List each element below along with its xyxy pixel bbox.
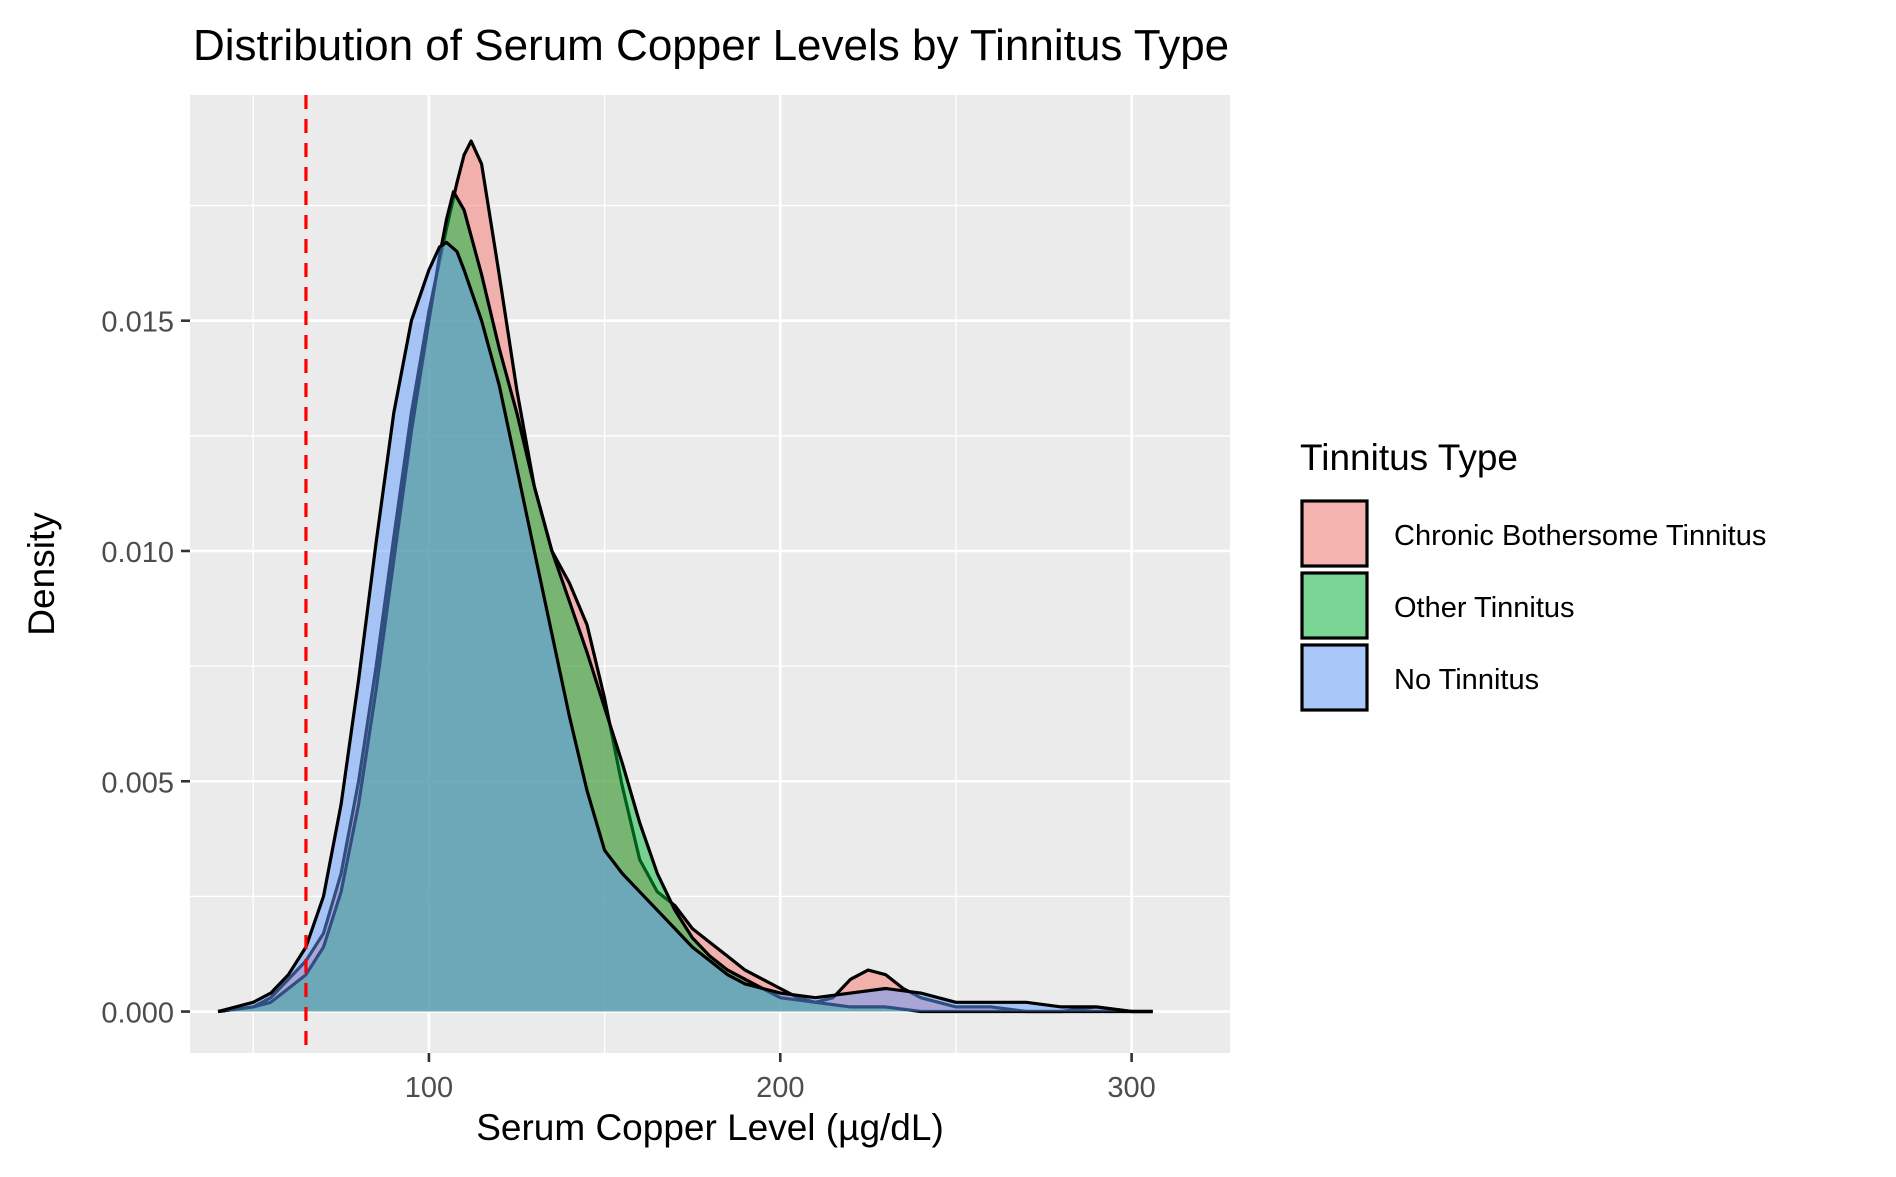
legend-item-label: Chronic Bothersome Tinnitus [1394, 520, 1766, 552]
legend-key-swatch [1300, 499, 1369, 568]
y-tick-label: 0.015 [101, 307, 174, 339]
y-axis: 0.000 0.005 0.010 0.015 [101, 307, 190, 1030]
x-tick-label: 100 [405, 1072, 453, 1104]
y-axis-title: Density [21, 512, 62, 636]
legend-items: Chronic Bothersome Tinnitus Other Tinnitu… [1300, 499, 1766, 712]
y-tick-label: 0.010 [101, 537, 174, 569]
x-tick-label: 200 [756, 1072, 804, 1104]
x-axis-title: Serum Copper Level (µg/dL) [476, 1107, 944, 1148]
legend-item-label: Other Tinnitus [1394, 592, 1575, 624]
density-area-series-3 [218, 242, 1153, 1012]
legend-item-label: No Tinnitus [1394, 664, 1539, 696]
legend-title: Tinnitus Type [1300, 437, 1518, 478]
x-axis: 100 200 300 [405, 1053, 1156, 1104]
legend-key-swatch [1300, 571, 1369, 640]
chart-title: Distribution of Serum Copper Levels by T… [193, 21, 1229, 70]
legend: Tinnitus Type Chronic Bothersome Tinnitu… [1300, 437, 1766, 712]
density-areas [217, 139, 1153, 1014]
density-line-series-3 [217, 240, 1153, 1014]
legend-key-swatch [1300, 643, 1369, 712]
x-tick-label: 300 [1107, 1072, 1155, 1104]
y-tick-label: 0.000 [101, 998, 174, 1030]
y-tick-label: 0.005 [101, 767, 174, 799]
